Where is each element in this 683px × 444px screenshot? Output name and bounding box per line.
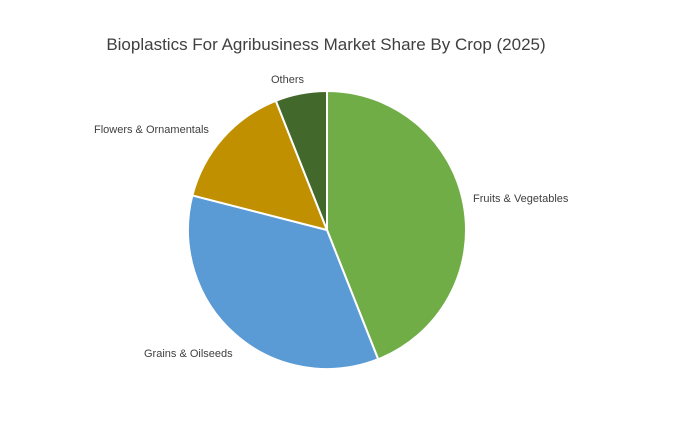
slice-label-fruits-vegetables: Fruits & Vegetables [473,193,569,205]
pie-slices [188,91,466,369]
slice-label-grains-oilseeds: Grains & Oilseeds [144,348,233,360]
slice-label-others: Others [271,74,305,86]
slice-label-flowers-ornamentals: Flowers & Ornamentals [94,124,209,136]
chart-title: Bioplastics For Agribusiness Market Shar… [106,35,545,54]
